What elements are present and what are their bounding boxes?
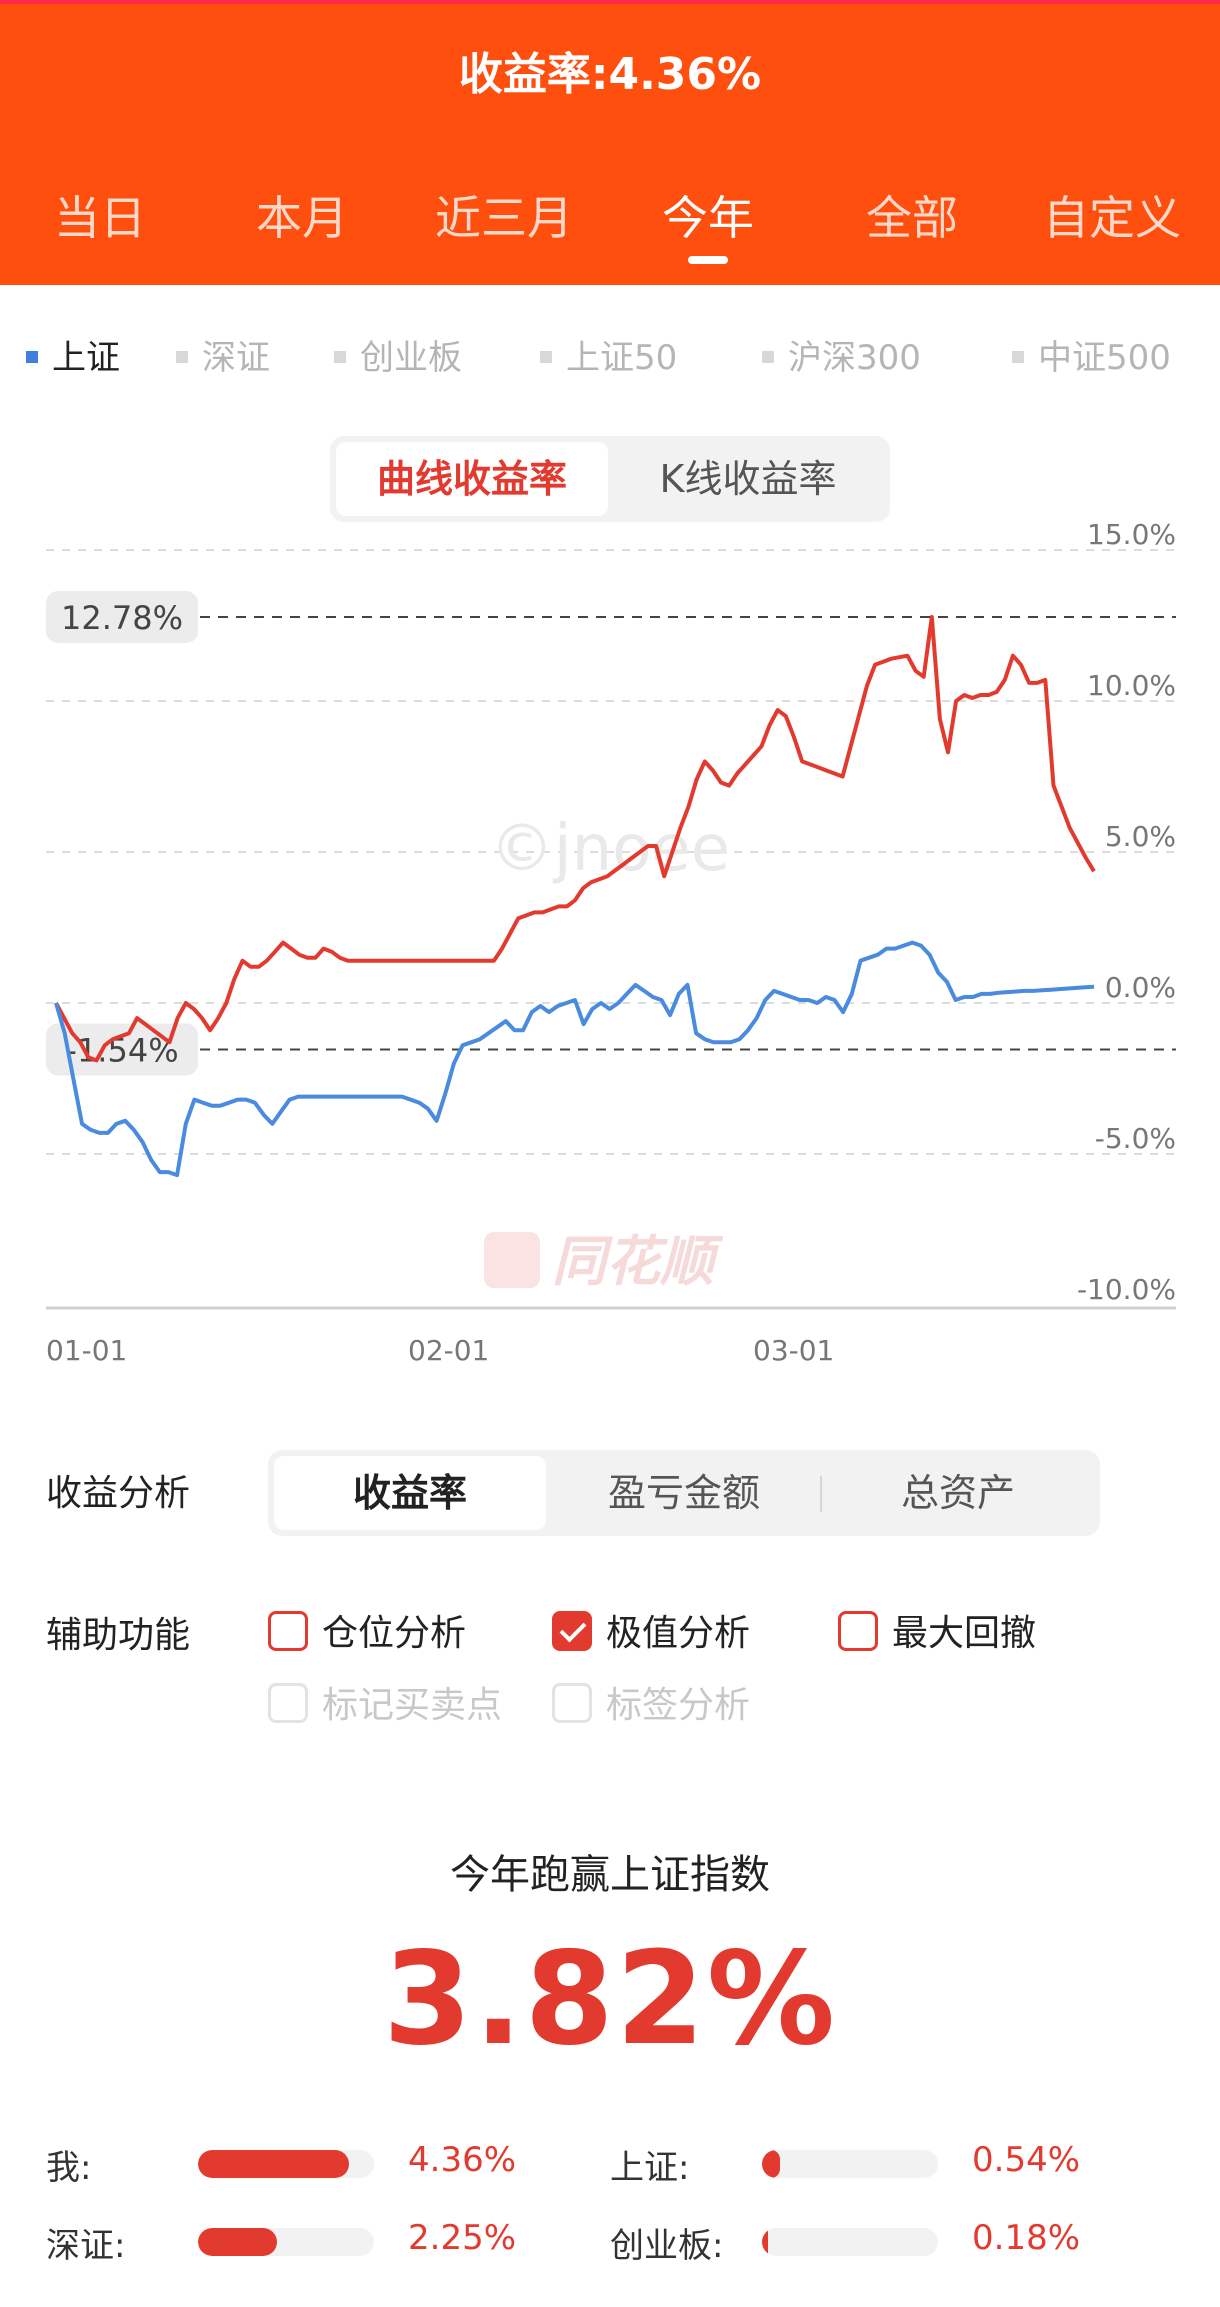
my-return-line [54,615,1096,1063]
chart-grid [46,549,1176,1310]
tab-all[interactable]: 全部 [866,191,958,245]
y-tick-label: -10.0% [1077,1273,1176,1306]
option-separator [820,1476,822,1512]
index-color-marker [26,350,38,363]
max-label: 12.78% [61,599,183,637]
compare-bar [198,2228,374,2256]
compare-chinext: 创业板: 0.18% [610,2218,1130,2268]
compare-bar-fill [762,2228,768,2256]
index-color-marker [540,350,552,363]
compare-value: 0.54% [972,2140,1081,2180]
compare-shanghai: 上证: 0.54% [610,2140,1130,2190]
checkbox-checked-icon [552,1611,592,1651]
profit-amount-option[interactable]: 盈亏金额 [607,1471,760,1515]
compare-bar [762,2150,938,2178]
y-tick-label: 15.0% [1087,520,1176,551]
logo-text: 同花顺 [552,1230,724,1293]
y-tick-label: 10.0% [1087,669,1176,702]
total-assets-option[interactable]: 总资产 [900,1471,1015,1515]
y-tick-label: -5.0% [1095,1122,1176,1155]
compare-label: 我: [46,2148,92,2188]
series-lines [54,615,1096,1178]
checkbox-box [268,1611,308,1651]
index-option-sz[interactable]: 深证 [176,330,270,379]
curve-return-option[interactable]: 曲线收益率 [336,442,608,516]
compare-bar-fill [762,2150,780,2178]
page-title: 收益率:4.36% [458,49,762,100]
x-tick-label: 03-01 [753,1334,834,1367]
checkbox-box [268,1683,308,1723]
header-top-line [0,0,1220,4]
compare-bar-fill [198,2228,277,2256]
mark-trades-checkbox[interactable]: 标记买卖点 [268,1676,502,1728]
summary-value: 3.82% [382,1925,838,2074]
x-axis-labels: 01-01 02-01 03-01 [46,1334,834,1367]
y-tick-label: 5.0% [1105,820,1176,853]
index-selector: 上证 深证 创业板 上证50 沪深300 中证500 [0,330,1220,378]
chart-mode-toggle: 曲线收益率 K线收益率 [330,436,890,522]
compare-bar [762,2228,938,2256]
index-option-sh50[interactable]: 上证50 [540,330,677,379]
index-color-marker [1012,350,1024,363]
compare-value: 4.36% [408,2140,517,2180]
tab-last-three-months[interactable]: 近三月 [435,191,573,245]
index-color-marker [762,350,774,363]
tab-this-year[interactable]: 今年 [662,191,754,245]
compare-value: 0.18% [972,2218,1081,2258]
index-color-marker [176,350,188,363]
index-color-marker [334,350,346,363]
active-tab-indicator [688,256,728,264]
compare-bar [198,2150,374,2178]
analysis-toggle: 收益率 盈亏金额 总资产 [268,1450,1100,1536]
return-chart: 15.0% 10.0% 5.0% 0.0% -5.0% -10.0% 01-01 02-01… [46,520,1176,1367]
period-tabs: 当日 本月 近三月 今年 全部 自定义 [0,182,1220,245]
compare-label: 创业板: [610,2226,724,2266]
max-drawdown-checkbox[interactable]: 最大回撤 [838,1604,1036,1656]
compare-shenzhen: 深证: 2.25% [46,2218,566,2268]
compare-bar-fill [198,2150,349,2178]
compare-mine: 我: 4.36% [46,2140,566,2190]
tab-today[interactable]: 当日 [54,191,146,245]
compare-value: 2.25% [408,2218,517,2258]
tab-custom[interactable]: 自定义 [1043,191,1181,245]
compare-label: 深证: [46,2226,126,2266]
aux-label: 辅助功能 [46,1615,191,1656]
y-axis-labels: 15.0% 10.0% 5.0% 0.0% -5.0% -10.0% [1077,520,1176,1306]
checkbox-box [838,1611,878,1651]
checkbox-box [552,1683,592,1723]
analysis-label: 收益分析 [46,1473,191,1514]
index-option-sh[interactable]: 上证 [26,330,120,379]
header-bar: 收益率:4.36% 当日 本月 近三月 今年 全部 自定义 [0,0,1220,285]
index-option-cyb[interactable]: 创业板 [334,330,462,379]
compare-label: 上证: [610,2148,690,2188]
y-tick-label: 0.0% [1105,971,1176,1004]
index-return-line [54,940,1095,1178]
logo-icon [484,1232,540,1288]
max-label-badge [46,591,198,644]
return-rate-option[interactable]: 收益率 [274,1456,546,1530]
index-option-hs300[interactable]: 沪深300 [762,330,921,379]
tag-analysis-checkbox[interactable]: 标签分析 [552,1676,750,1728]
tab-this-month[interactable]: 本月 [256,191,348,245]
extreme-analysis-checkbox[interactable]: 极值分析 [552,1604,750,1656]
x-tick-label: 01-01 [46,1334,127,1367]
x-tick-label: 02-01 [408,1334,489,1367]
index-option-zz500[interactable]: 中证500 [1012,330,1171,379]
summary-title: 今年跑赢上证指数 [450,1852,770,1898]
position-analysis-checkbox[interactable]: 仓位分析 [268,1604,466,1656]
kline-return-option[interactable]: K线收益率 [659,457,837,501]
